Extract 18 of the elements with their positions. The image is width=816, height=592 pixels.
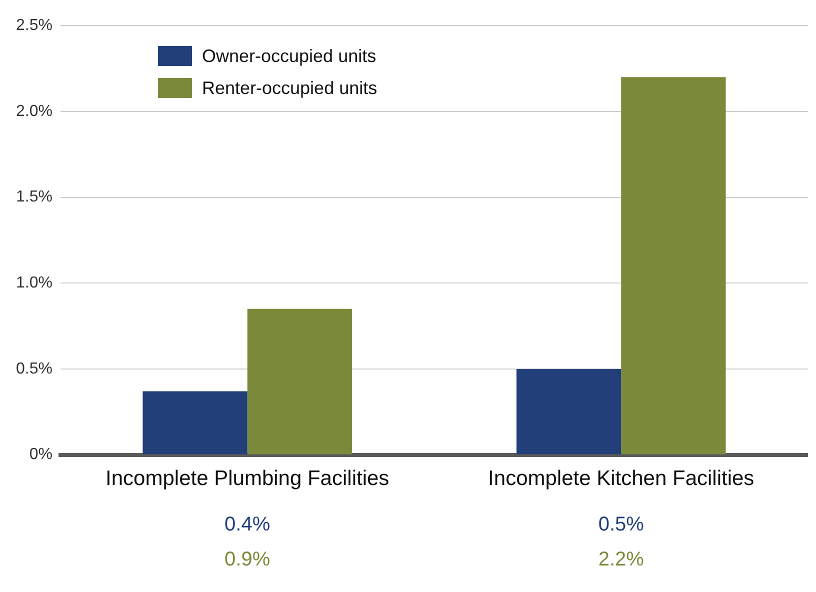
bar	[142, 391, 248, 454]
bar	[621, 77, 726, 454]
y-tick-label: 1.5%	[16, 188, 52, 206]
y-tick-label: 2.5%	[16, 17, 52, 34]
data-label: 0.4%	[224, 513, 270, 536]
x-tick-label: Incomplete Plumbing Facilities	[106, 467, 390, 490]
legend-label: Owner-occupied units	[202, 46, 376, 66]
bar	[516, 368, 622, 454]
y-tick-label: 1.0%	[16, 274, 52, 292]
data-label: 2.2%	[598, 548, 644, 570]
bar	[247, 308, 352, 454]
x-tick-label: Incomplete Kitchen Facilities	[488, 467, 754, 490]
y-tick-label: 2.0%	[16, 102, 52, 120]
data-label: 0.5%	[598, 513, 644, 536]
y-tick-label: 0%	[29, 446, 52, 464]
data-label: 0.9%	[224, 548, 270, 570]
y-tick-label: 0.5%	[16, 360, 52, 378]
legend-label: Renter-occupied units	[202, 78, 378, 98]
